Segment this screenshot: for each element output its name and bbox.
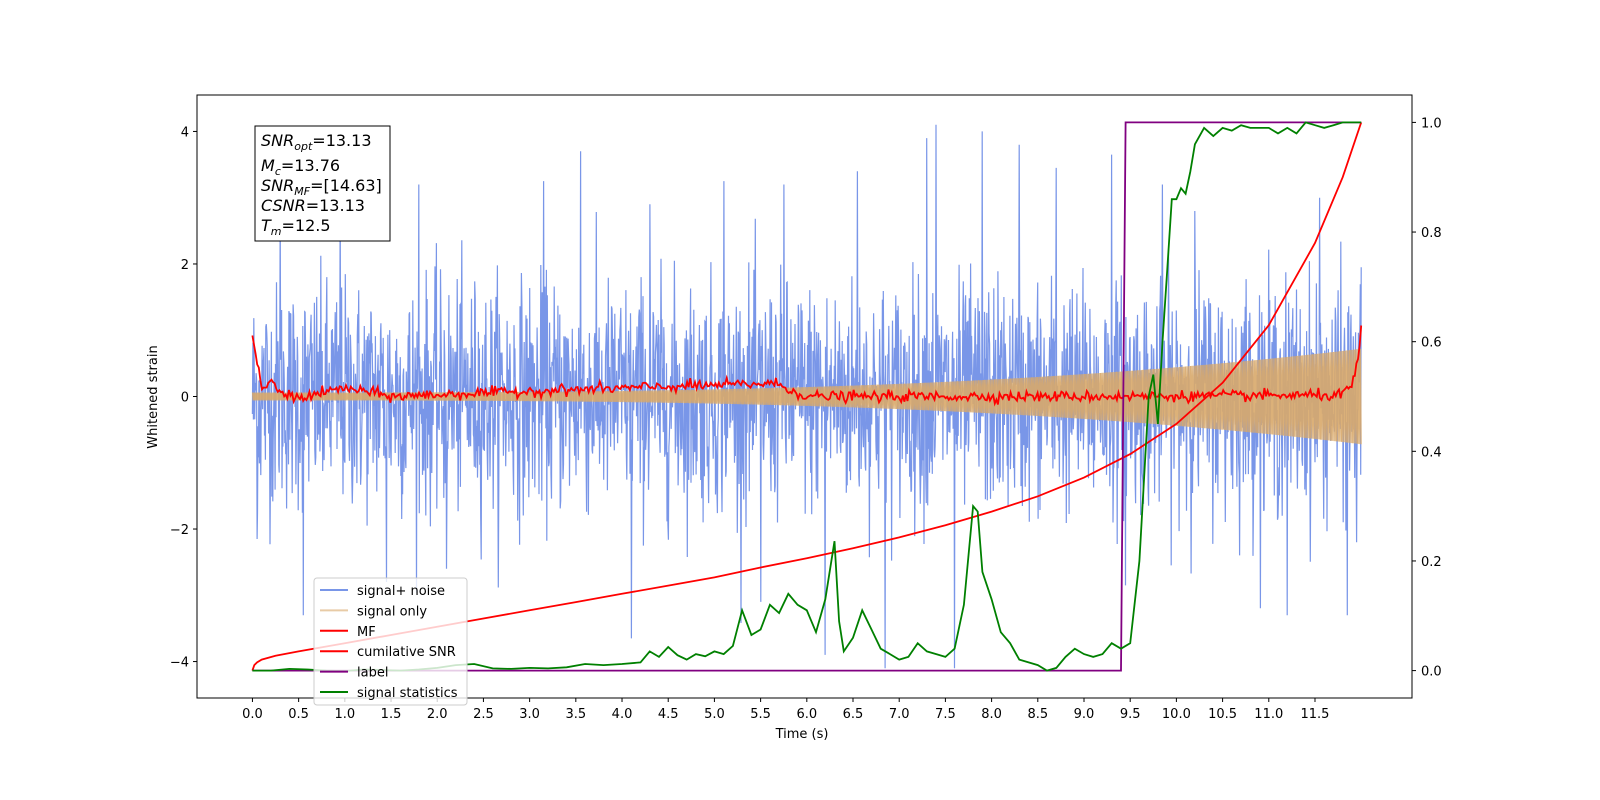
series-signal-statistics: [252, 121, 1362, 673]
legend-label-label: label: [357, 666, 388, 681]
annotation-mc: Mc=13.76: [261, 156, 340, 178]
x-tick-label: 3.0: [519, 707, 540, 722]
x-tick-label: 3.5: [565, 707, 586, 722]
legend-label-signal-noise: signal+ noise: [357, 584, 445, 599]
series-cumilative-snr: [251, 122, 1363, 671]
x-tick-label: 7.5: [935, 707, 956, 722]
y-tick-label: −4: [170, 656, 189, 671]
x-tick-label: 9.5: [1120, 707, 1141, 722]
series-mf: [251, 325, 1363, 407]
y2-tick-label: 1.0: [1421, 116, 1442, 131]
x-tick-label: 1.0: [334, 707, 355, 722]
x-tick-label: 2.5: [473, 707, 494, 722]
legend-label-cumilative-snr: cumilative SNR: [357, 645, 456, 660]
x-tick-label: 4.0: [612, 707, 633, 722]
series-layer: [251, 121, 1363, 673]
x-tick-label: 6.0: [796, 707, 817, 722]
x-tick-label: 5.0: [704, 707, 725, 722]
y2-tick-label: 0.0: [1421, 665, 1442, 680]
y-tick-label: 2: [181, 258, 189, 273]
x-tick-label: 9.0: [1074, 707, 1095, 722]
x-tick-label: 11.5: [1301, 707, 1330, 722]
x-tick-label: 10.0: [1162, 707, 1191, 722]
legend-label-mf: MF: [357, 625, 376, 640]
x-tick-label: 4.5: [658, 707, 679, 722]
x-axis-label: Time (s): [775, 727, 829, 742]
y2-tick-label: 0.8: [1421, 226, 1442, 241]
x-tick-label: 8.0: [981, 707, 1002, 722]
annotation-box: SNRopt=13.13 Mc=13.76 SNRMF=[14.63] CSNR…: [254, 125, 391, 242]
x-tick-label: 5.5: [750, 707, 771, 722]
x-tick-label: 2.0: [427, 707, 448, 722]
annotation-tm: Tm=12.5: [261, 216, 331, 238]
x-tick-label: 6.5: [843, 707, 864, 722]
x-tick-label: 10.5: [1208, 707, 1237, 722]
x-tick-label: 11.0: [1254, 707, 1283, 722]
x-tick-label: 8.5: [1027, 707, 1048, 722]
x-tick-label: 7.0: [889, 707, 910, 722]
x-axis: 0.0 0.5 1.0 1.5 2.0 2.5 3.0 3.5 4.0 4.5 5.0 5.5 6.0 6…: [242, 698, 1329, 722]
legend-label-signal-only: signal only: [357, 604, 427, 619]
y2-tick-label: 0.4: [1421, 445, 1442, 460]
y-tick-label: 0: [181, 391, 189, 406]
legend-label-signal-statistics: signal statistics: [357, 686, 458, 701]
annotation-snr-mf: SNRMF=[14.63]: [261, 176, 382, 198]
y2-tick-label: 0.2: [1421, 555, 1442, 570]
series-signal-only: [251, 348, 1362, 445]
x-tick-label: 0.0: [242, 707, 263, 722]
y2-tick-label: 0.6: [1421, 336, 1442, 351]
x-tick-label: 0.5: [288, 707, 309, 722]
y-tick-label: 4: [181, 125, 189, 140]
y-axis-left: −4 −2 0 2 4: [170, 125, 197, 671]
legend: signal+ noise signal only MF cumilative SNR…: [313, 577, 468, 706]
annotation-snr-opt: SNRopt=13.13: [261, 131, 372, 153]
annotation-csnr: CSNR=13.13: [261, 196, 365, 215]
series-label: [252, 121, 1362, 672]
y-axis-right: 0.0 0.2 0.4 0.6 0.8 1.0: [1412, 116, 1442, 680]
y-axis-label: Whitened strain: [146, 345, 161, 448]
x-tick-label: 1.5: [381, 707, 402, 722]
y-tick-label: −2: [170, 523, 189, 538]
